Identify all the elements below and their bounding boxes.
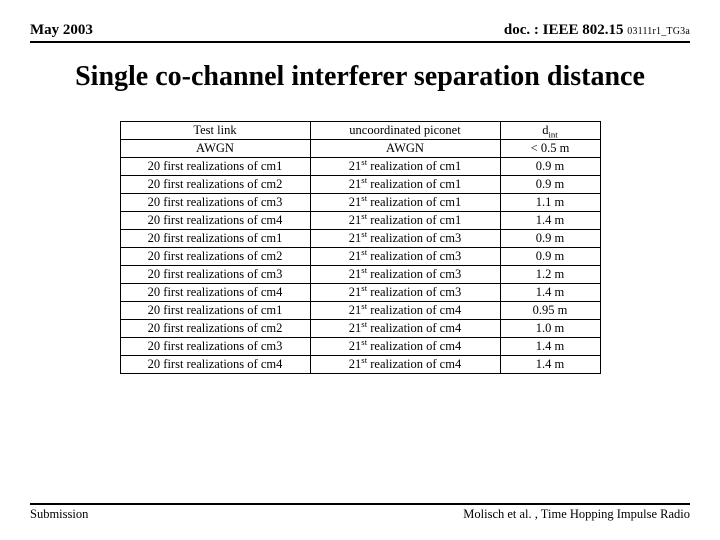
table-row: 20 first realizations of cm321st realiza… [120,194,600,212]
table-cell: 21st realization of cm3 [310,284,500,302]
table-body: AWGNAWGN< 0.5 m20 first realizations of … [120,140,600,374]
table-cell: < 0.5 m [500,140,600,158]
table-row: 20 first realizations of cm221st realiza… [120,320,600,338]
table-cell: 20 first realizations of cm2 [120,320,310,338]
table-cell: 21st realization of cm4 [310,320,500,338]
table-container: Test link uncoordinated piconet dint AWG… [30,121,690,374]
table-cell: 21st realization of cm3 [310,248,500,266]
table-cell: 21st realization of cm1 [310,212,500,230]
table-cell: 21st realization of cm3 [310,230,500,248]
table-row: 20 first realizations of cm321st realiza… [120,266,600,284]
table-row: 20 first realizations of cm121st realiza… [120,230,600,248]
table-cell: 1.0 m [500,320,600,338]
table-cell: 20 first realizations of cm3 [120,338,310,356]
table-cell: 20 first realizations of cm3 [120,194,310,212]
doc-suffix: 03111r1_TG3a [627,26,690,37]
table-cell: 0.9 m [500,158,600,176]
header-doc: doc. : IEEE 802.15 03111r1_TG3a [504,22,690,39]
table-cell: 1.4 m [500,338,600,356]
table-cell: 21st realization of cm1 [310,176,500,194]
table-cell: 20 first realizations of cm4 [120,356,310,374]
table-cell: AWGN [310,140,500,158]
col-header-dint: dint [500,122,600,140]
table-cell: 20 first realizations of cm4 [120,284,310,302]
table-cell: 20 first realizations of cm4 [120,212,310,230]
header-date: May 2003 [30,22,93,39]
table-cell: 1.4 m [500,284,600,302]
col-header-piconet: uncoordinated piconet [310,122,500,140]
table-cell: 0.9 m [500,176,600,194]
table-row: AWGNAWGN< 0.5 m [120,140,600,158]
table-row: 20 first realizations of cm121st realiza… [120,158,600,176]
table-cell: 20 first realizations of cm1 [120,230,310,248]
table-cell: 21st realization of cm1 [310,158,500,176]
table-cell: 21st realization of cm4 [310,356,500,374]
table-row: 20 first realizations of cm121st realiza… [120,302,600,320]
table-cell: 21st realization of cm3 [310,266,500,284]
table-cell: 20 first realizations of cm3 [120,266,310,284]
page-title: Single co-channel interferer separation … [30,61,690,93]
table-cell: 20 first realizations of cm1 [120,302,310,320]
table-cell: 1.4 m [500,212,600,230]
table-cell: 21st realization of cm4 [310,338,500,356]
table-cell: 21st realization of cm4 [310,302,500,320]
table-cell: 0.95 m [500,302,600,320]
table-row: 20 first realizations of cm221st realiza… [120,176,600,194]
table-cell: 1.1 m [500,194,600,212]
table-cell: 20 first realizations of cm2 [120,176,310,194]
table-cell: 20 first realizations of cm2 [120,248,310,266]
table-row: 20 first realizations of cm221st realiza… [120,248,600,266]
col-header-test-link: Test link [120,122,310,140]
table-cell: 0.9 m [500,248,600,266]
table-row: 20 first realizations of cm321st realiza… [120,338,600,356]
table-header-row: Test link uncoordinated piconet dint [120,122,600,140]
doc-prefix: doc. : IEEE 802.15 [504,22,627,38]
table-cell: AWGN [120,140,310,158]
footer: Submission Molisch et al. , Time Hopping… [30,503,690,522]
table-row: 20 first realizations of cm421st realiza… [120,356,600,374]
header: May 2003 doc. : IEEE 802.15 03111r1_TG3a [30,22,690,43]
table-cell: 1.4 m [500,356,600,374]
interference-table: Test link uncoordinated piconet dint AWG… [120,121,601,374]
footer-left: Submission [30,507,88,522]
table-cell: 0.9 m [500,230,600,248]
table-cell: 1.2 m [500,266,600,284]
table-row: 20 first realizations of cm421st realiza… [120,284,600,302]
table-cell: 21st realization of cm1 [310,194,500,212]
table-cell: 20 first realizations of cm1 [120,158,310,176]
footer-right: Molisch et al. , Time Hopping Impulse Ra… [463,507,690,522]
table-row: 20 first realizations of cm421st realiza… [120,212,600,230]
